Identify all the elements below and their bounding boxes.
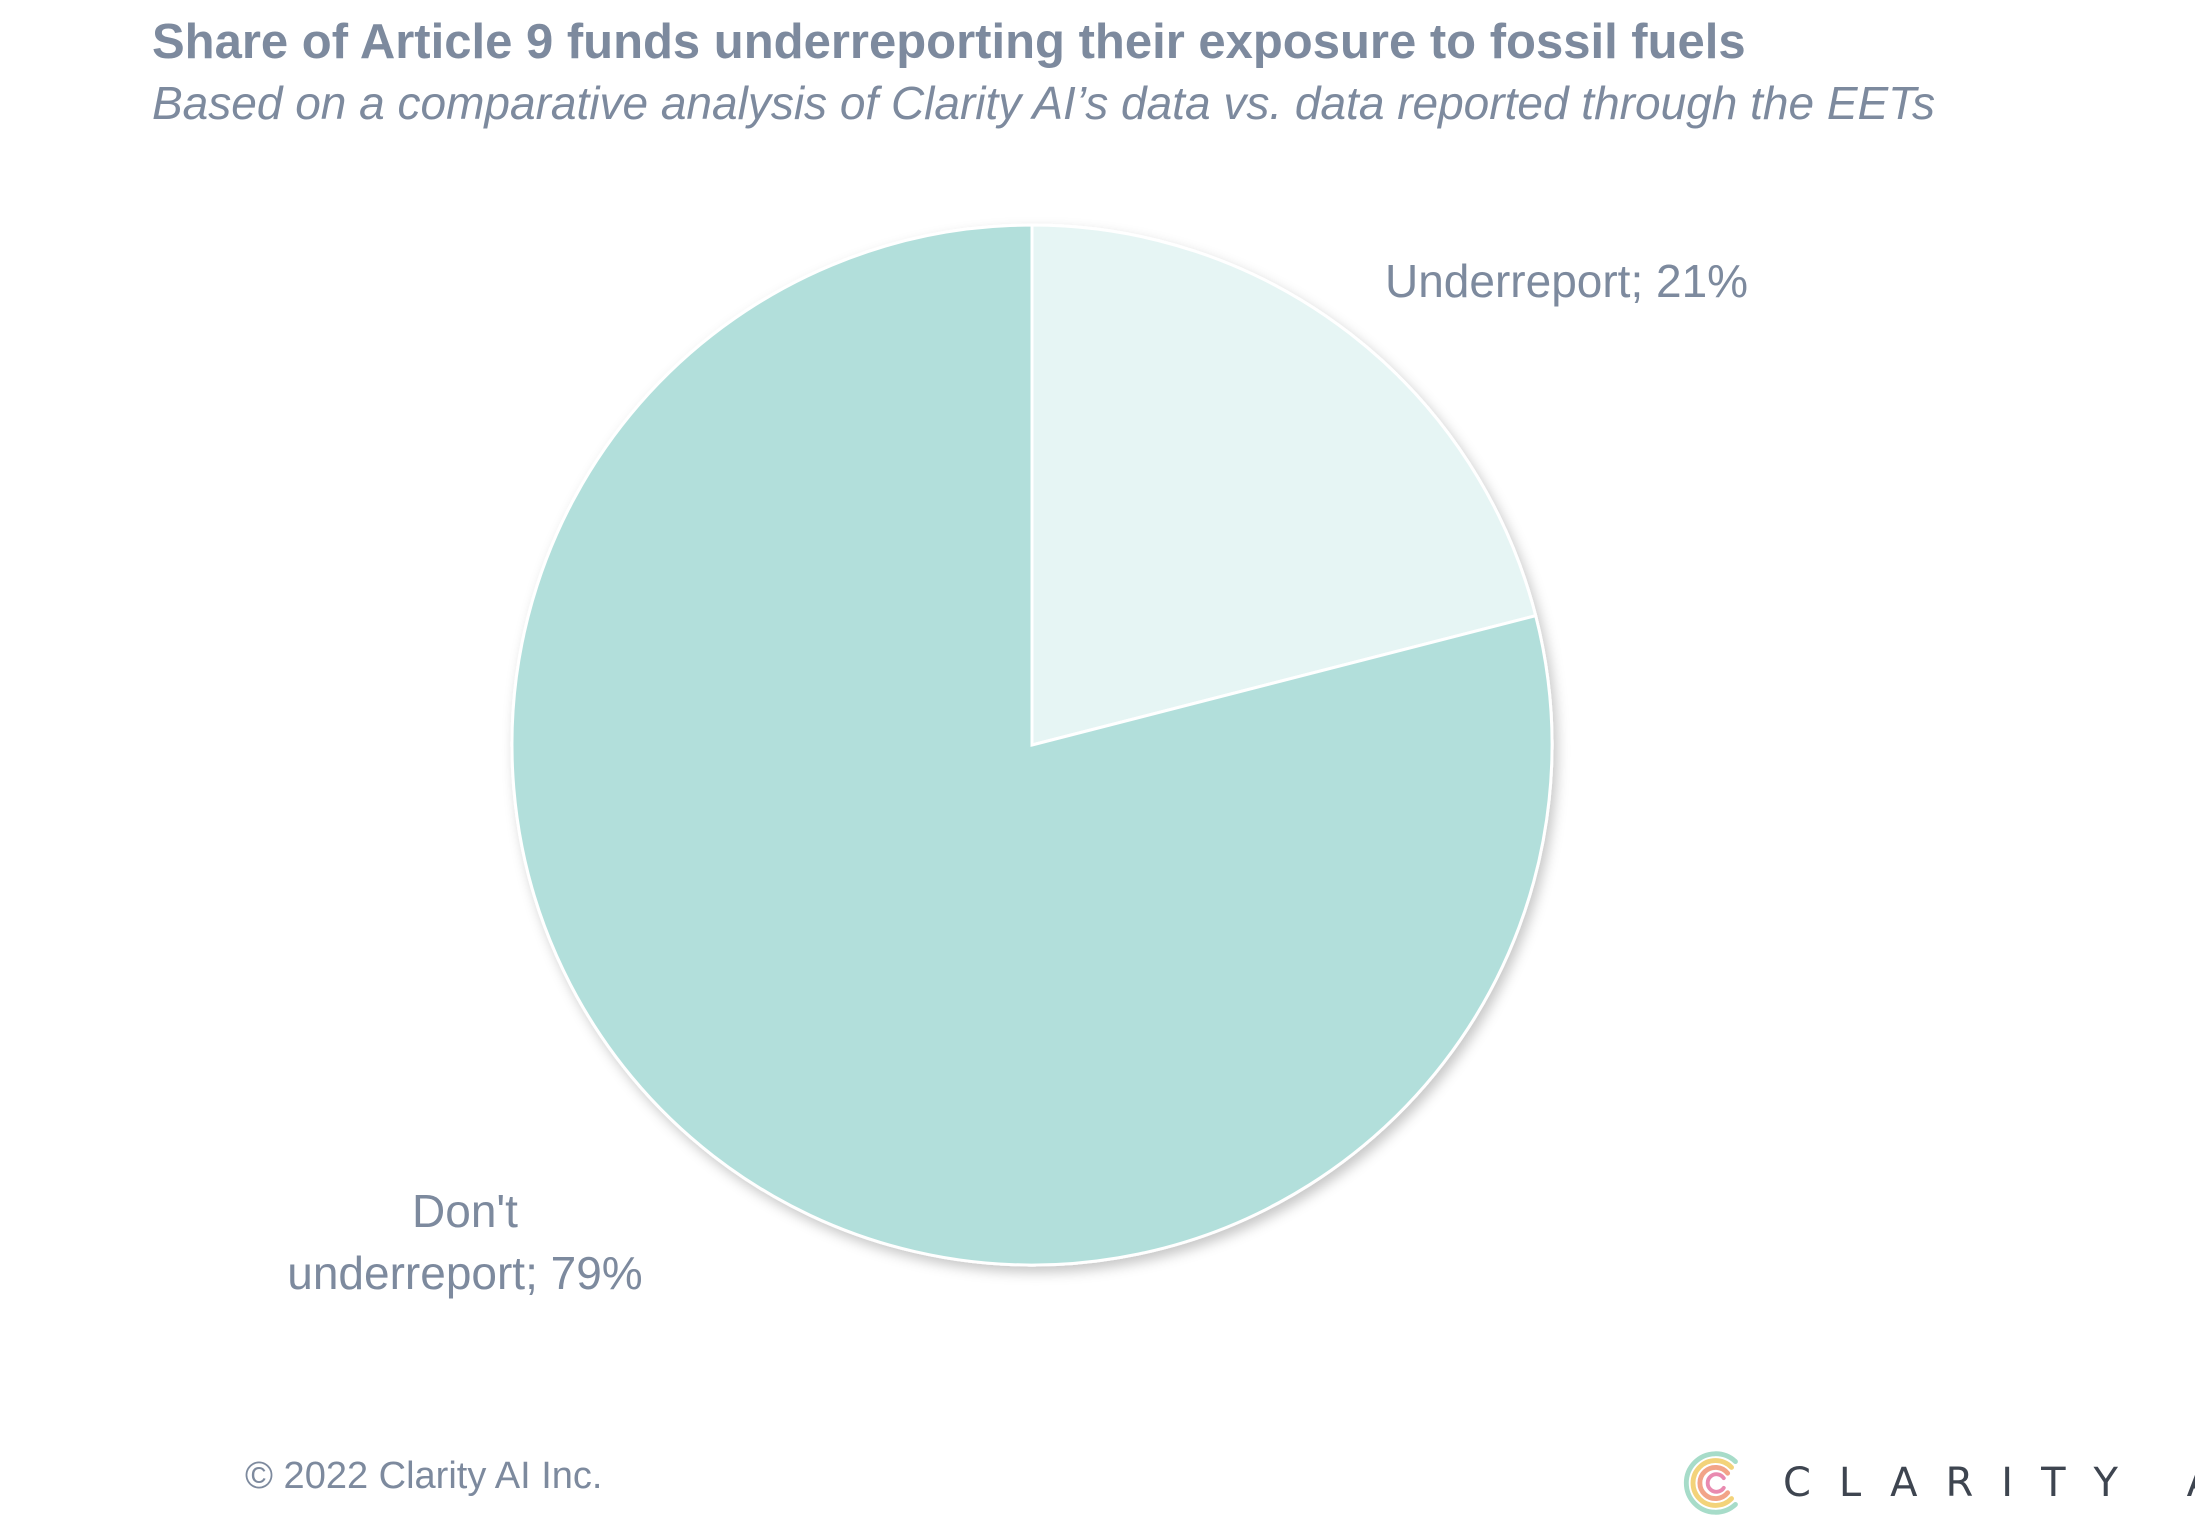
copyright-notice: © 2022 Clarity AI Inc. [245,1455,603,1497]
slice-label-dont-underreport: Don't underreport; 79% [255,1180,675,1304]
slice-label-dont-underreport-line1: Don't [412,1185,518,1237]
slice-label-dont-underreport-line2: underreport; 79% [287,1247,643,1299]
pie-slice-underreport [1030,223,1538,747]
pie-slice-don-t-underreport [510,223,1554,1267]
chart-subtitle: Based on a comparative analysis of Clari… [152,77,1936,129]
chart-title: Share of Article 9 funds underreporting … [152,15,1746,69]
clarity-ai-logo: CLARITY AI [1675,1443,2195,1523]
clarity-ai-wordmark: CLARITY AI [1783,1460,2195,1506]
slice-label-underreport: Underreport; 21% [1385,255,1749,307]
clarity-ai-c-icon [1683,1451,1738,1515]
